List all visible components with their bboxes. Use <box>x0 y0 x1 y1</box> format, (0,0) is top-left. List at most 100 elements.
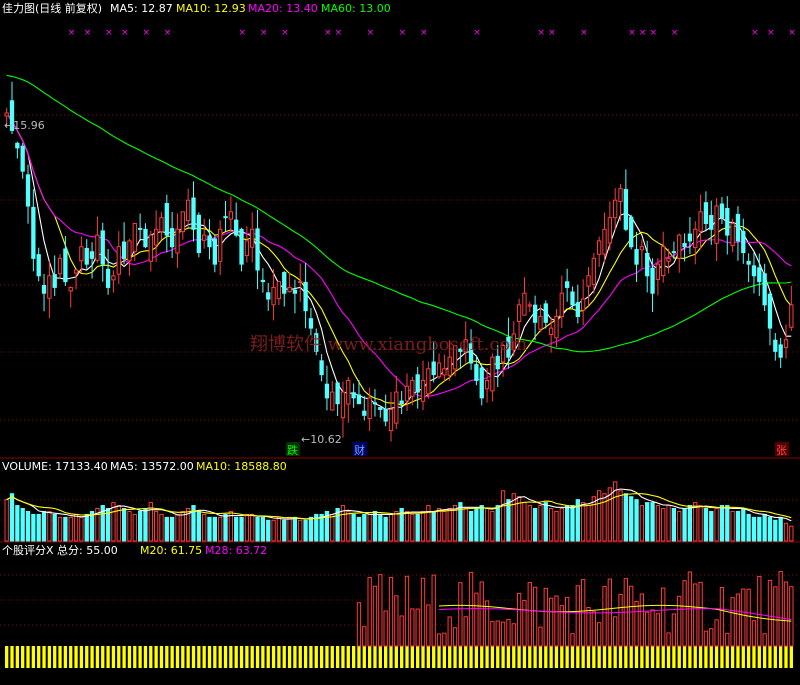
score-base-bar-54 <box>293 646 297 668</box>
candle-body-30 <box>164 203 169 236</box>
volume-bar-128 <box>687 505 693 542</box>
score-bar-119 <box>639 593 645 647</box>
candle-body-9 <box>52 274 57 288</box>
volume-bars <box>4 481 794 542</box>
candle-body-11 <box>63 248 68 283</box>
high-marker: ←15.96 <box>4 119 45 132</box>
volume-bar-144 <box>773 519 778 542</box>
volume-bar-106 <box>570 505 575 542</box>
score-bar-79 <box>426 604 431 647</box>
candle-body-70 <box>378 407 383 410</box>
candle-body-96 <box>516 304 522 322</box>
score-base-bar-3 <box>21 646 25 668</box>
candle-body-115 <box>618 188 623 202</box>
volume-bar-104 <box>559 508 564 542</box>
candle-body-36 <box>196 214 201 254</box>
volume-bar-30 <box>164 516 169 542</box>
candle-body-60 <box>324 383 330 399</box>
candle-body-110 <box>591 257 596 285</box>
score-base-bar-9 <box>53 646 57 668</box>
volume-bar-57 <box>308 516 314 542</box>
signal-mark-10: × <box>335 28 343 38</box>
candle-body-126 <box>677 234 682 259</box>
score-base-bar-117 <box>629 646 633 668</box>
score-base-bar-132 <box>709 646 713 668</box>
score-base-bar-21 <box>117 646 121 668</box>
candle-body-81 <box>436 362 442 378</box>
candle-body-123 <box>661 246 666 277</box>
signal-mark-18: × <box>628 28 636 38</box>
score-base-bar-0 <box>5 646 9 668</box>
candle-body-75 <box>404 385 410 402</box>
score-base-bar-121 <box>650 646 655 668</box>
score-bar-82 <box>442 632 447 647</box>
volume-bar-37 <box>202 513 207 542</box>
volume-bar-101 <box>543 502 548 542</box>
score-base-bar-122 <box>656 646 660 668</box>
volume-bar-94 <box>506 499 511 542</box>
score-base-bar-26 <box>143 646 148 668</box>
score-base-bar-20 <box>111 646 116 668</box>
score-base-bar-133 <box>714 646 719 668</box>
volume-bar-92 <box>495 505 500 542</box>
volume-bar-7 <box>41 510 47 542</box>
score-bar-140 <box>751 620 757 647</box>
score-base-bar-38 <box>207 646 212 668</box>
candle-body-87 <box>468 343 474 364</box>
score-base-bar-39 <box>213 646 217 668</box>
candle-body-105 <box>564 281 570 288</box>
candle-body-4 <box>25 174 31 207</box>
score-base-bar-137 <box>736 646 740 668</box>
score-base-bar-25 <box>138 646 142 668</box>
volume-bar-99 <box>532 508 538 542</box>
volume-bar-41 <box>223 513 228 542</box>
score-base-bar-104 <box>560 646 564 668</box>
candle-body-114 <box>613 199 618 219</box>
candle-body-44 <box>239 228 244 265</box>
volume-bar-50 <box>271 519 276 542</box>
candle-body-20 <box>111 275 116 281</box>
score-base-bar-61 <box>330 646 334 668</box>
volume-bar-3 <box>20 508 25 542</box>
volume-bar-32 <box>175 513 180 542</box>
score-base-bar-55 <box>298 646 302 668</box>
volume-bar-112 <box>602 493 607 542</box>
score-base-bar-108 <box>581 646 585 668</box>
score-base-bar-73 <box>394 646 398 668</box>
candle-body-46 <box>250 228 255 248</box>
score-bar-139 <box>746 588 751 647</box>
candle-body-89 <box>479 367 484 399</box>
candle-body-99 <box>532 304 538 323</box>
candle-body-129 <box>693 228 698 249</box>
score-base-bar-111 <box>597 646 601 668</box>
score-base-bar-147 <box>789 646 793 668</box>
score-base-bar-52 <box>282 646 286 668</box>
score-base-bar-72 <box>389 646 393 668</box>
score-base-bar-13 <box>74 646 78 668</box>
score-base-bar-135 <box>725 646 729 668</box>
candle-body-72 <box>388 408 394 432</box>
signal-mark-5: × <box>164 28 172 38</box>
die-badge-bg <box>286 442 300 456</box>
candle-body-142 <box>762 273 767 306</box>
score-base-bar-12 <box>69 646 73 668</box>
volume-bar-52 <box>282 519 287 542</box>
score-base-bar-112 <box>602 646 607 668</box>
candle-body-141 <box>757 267 762 283</box>
score-bar-88 <box>474 592 479 647</box>
score-bar-68 <box>367 577 372 647</box>
volume-bar-91 <box>490 510 495 542</box>
signal-mark-22: × <box>751 28 759 38</box>
score-base-bar-36 <box>197 646 201 668</box>
volume-bar-143 <box>767 516 773 542</box>
volume-bar-110 <box>591 496 596 542</box>
candle-body-10 <box>57 257 63 275</box>
score-bar-136 <box>730 597 735 647</box>
score-bar-84 <box>452 627 458 647</box>
candle-body-32 <box>175 228 180 254</box>
candle-body-64 <box>346 379 351 405</box>
score-base-bar-75 <box>405 646 409 668</box>
score-base-bar-43 <box>234 646 238 668</box>
candle-body-49 <box>266 292 271 300</box>
volume-bar-136 <box>730 510 735 542</box>
